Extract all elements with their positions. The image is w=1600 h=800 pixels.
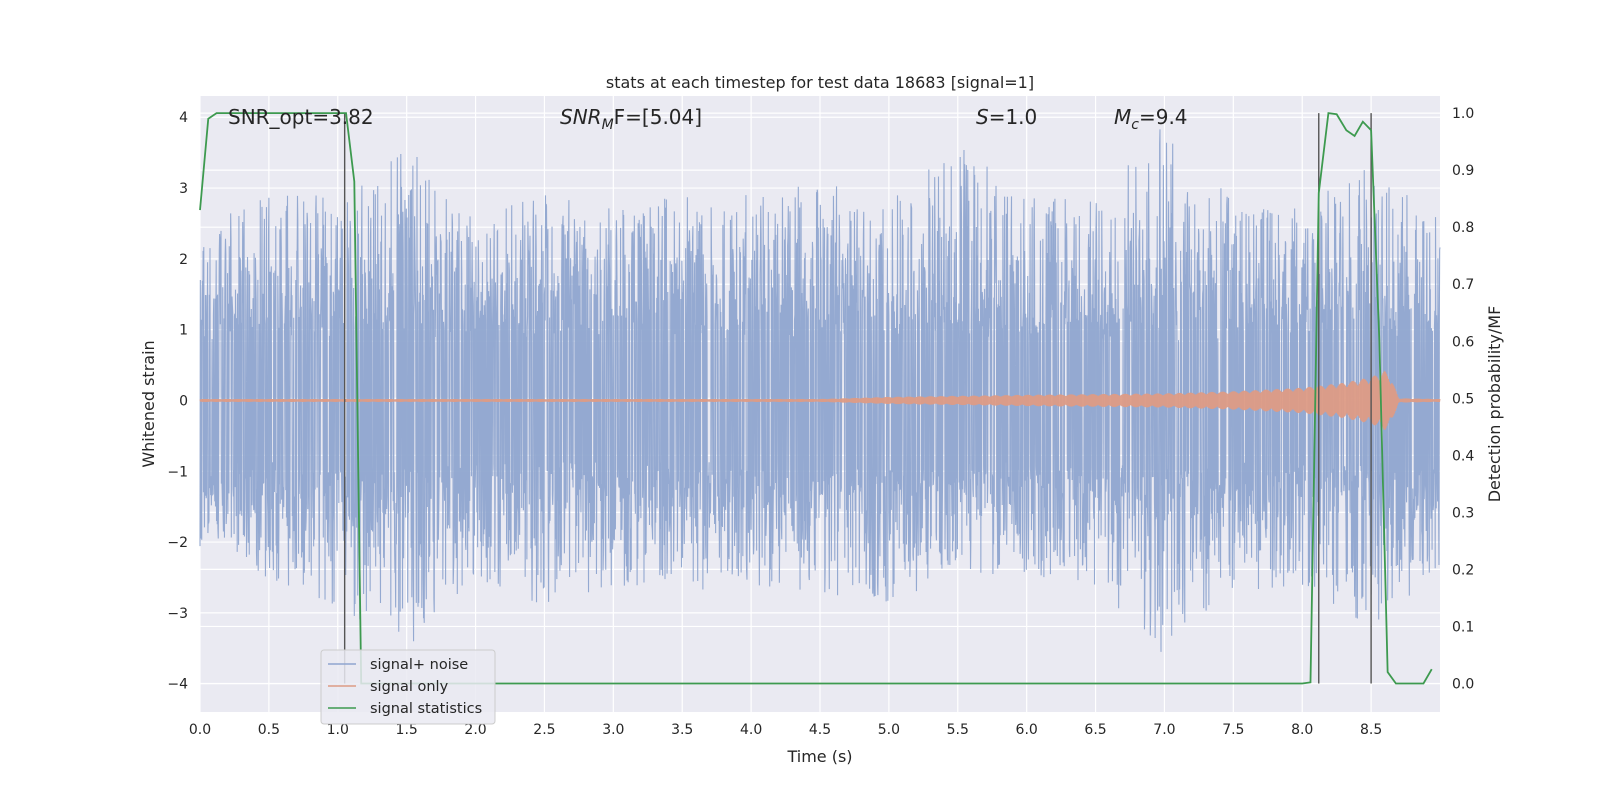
signal-statistics-line — [199, 112, 1433, 685]
y-tick-label: 2 — [179, 252, 188, 268]
annotation-s: S=1.0 — [976, 105, 1037, 129]
x-tick-labels: 0.0 0.5 1.0 1.5 2.0 2.5 3.0 3.5 4.0 4.5 5.0 5.5 6.0 6… — [189, 722, 1382, 738]
signal-only-series — [199, 370, 1441, 430]
x-tick-label: 4.0 — [740, 722, 762, 738]
x-tick-label: 6.5 — [1084, 722, 1106, 738]
signal-statistics-series — [199, 112, 1433, 685]
y-tick-label-right: 0.5 — [1452, 391, 1474, 407]
y-tick-label-right: 0.7 — [1452, 277, 1474, 293]
annotation-mc: Mc=9.4 — [1114, 105, 1188, 133]
y-axis-label-right: Detection probability/MF — [1485, 306, 1504, 503]
x-tick-label: 5.0 — [878, 722, 900, 738]
x-tick-label: 2.5 — [533, 722, 555, 738]
legend-label-signal-only: signal only — [370, 679, 449, 695]
annotation-snr-mf: SNRMF=[5.04] — [560, 105, 702, 133]
signal-only-line — [199, 370, 1441, 430]
y-tick-labels-right: 1.0 0.9 0.8 0.7 0.6 0.5 0.4 0.3 0.2 0.1 0.0 — [1452, 106, 1474, 692]
y-tick-label: −3 — [167, 606, 188, 622]
y-tick-label-right: 0.4 — [1452, 448, 1474, 464]
y-tick-label: 1 — [179, 323, 188, 339]
signal-noise-line — [199, 129, 1441, 652]
y-tick-label: 0 — [179, 393, 188, 409]
y-tick-label: 4 — [179, 110, 188, 126]
x-tick-label: 7.5 — [1222, 722, 1244, 738]
x-axis-label: Time (s) — [786, 747, 852, 766]
y-tick-label: −4 — [167, 677, 188, 693]
legend-label-signal-noise: signal+ noise — [370, 657, 468, 673]
chart-title: stats at each timestep for test data 186… — [606, 73, 1034, 92]
x-tick-label: 1.5 — [396, 722, 418, 738]
x-tick-label: 8.5 — [1360, 722, 1382, 738]
annotation-snr-opt: SNR_opt=3.82 — [228, 105, 374, 129]
x-tick-label: 2.0 — [464, 722, 486, 738]
y-tick-label-right: 0.9 — [1452, 163, 1474, 179]
y-tick-label-right: 1.0 — [1452, 106, 1474, 122]
x-tick-label: 7.0 — [1153, 722, 1175, 738]
x-tick-label: 4.5 — [809, 722, 831, 738]
y-axis-label: Whitened strain — [139, 340, 158, 467]
y-tick-label-right: 0.0 — [1452, 676, 1474, 692]
legend: signal+ noise signal only signal statist… — [320, 649, 496, 725]
x-tick-label: 0.0 — [189, 722, 211, 738]
x-tick-label: 6.0 — [1016, 722, 1038, 738]
x-tick-label: 8.0 — [1291, 722, 1313, 738]
y-tick-label-right: 0.3 — [1452, 505, 1474, 521]
y-tick-label: −1 — [167, 464, 188, 480]
y-tick-label-right: 0.1 — [1452, 619, 1474, 635]
y-tick-label: −2 — [167, 535, 188, 551]
x-tick-label: 1.0 — [327, 722, 349, 738]
y-tick-labels: 4 3 2 1 0 −1 −2 −3 −4 — [167, 110, 188, 692]
x-tick-label: 0.5 — [258, 722, 280, 738]
y-tick-label: 3 — [179, 181, 188, 197]
legend-box — [320, 649, 496, 725]
y-tick-label-right: 0.2 — [1452, 562, 1474, 578]
legend-label-signal-statistics: signal statistics — [370, 701, 482, 717]
x-tick-label: 3.0 — [602, 722, 624, 738]
y-tick-label-right: 0.8 — [1452, 220, 1474, 236]
x-tick-label: 5.5 — [947, 722, 969, 738]
signal-noise-series — [199, 129, 1441, 652]
y-tick-label-right: 0.6 — [1452, 334, 1474, 350]
x-tick-label: 3.5 — [671, 722, 693, 738]
